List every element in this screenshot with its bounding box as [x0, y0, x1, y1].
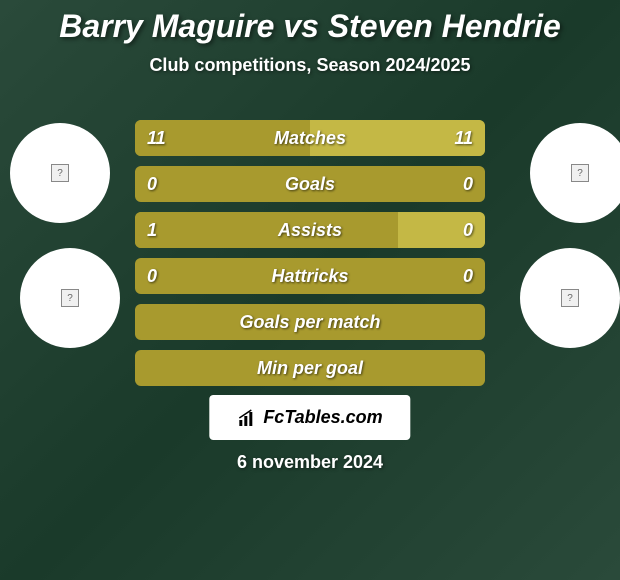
stat-row: 0Goals0: [135, 166, 485, 202]
placeholder-image-icon: ?: [571, 164, 589, 182]
stat-value-right: 11: [454, 128, 473, 149]
stat-label: Assists: [135, 220, 485, 241]
stat-value-right: 0: [463, 174, 473, 195]
stat-label: Matches: [135, 128, 485, 149]
stat-label: Hattricks: [135, 266, 485, 287]
stat-row: 0Hattricks0: [135, 258, 485, 294]
stat-row: Min per goal: [135, 350, 485, 386]
stat-label: Goals: [135, 174, 485, 195]
stat-row: 1Assists0: [135, 212, 485, 248]
stat-value-right: 0: [463, 220, 473, 241]
stat-label: Min per goal: [135, 358, 485, 379]
footer-site: FcTables.com: [263, 407, 382, 428]
footer-badge: FcTables.com: [209, 395, 410, 440]
placeholder-image-icon: ?: [51, 164, 69, 182]
page-title: Barry Maguire vs Steven Hendrie: [0, 0, 620, 45]
placeholder-image-icon: ?: [561, 289, 579, 307]
player-avatar-right-bottom: ?: [520, 248, 620, 348]
chart-icon: [237, 408, 257, 428]
footer-date: 6 november 2024: [0, 452, 620, 473]
player-avatar-left-top: ?: [10, 123, 110, 223]
placeholder-image-icon: ?: [61, 289, 79, 307]
subtitle: Club competitions, Season 2024/2025: [0, 55, 620, 76]
stats-container: 11Matches110Goals01Assists00Hattricks0Go…: [135, 120, 485, 396]
stat-value-right: 0: [463, 266, 473, 287]
player-avatar-right-top: ?: [530, 123, 620, 223]
stat-row: Goals per match: [135, 304, 485, 340]
player-avatar-left-bottom: ?: [20, 248, 120, 348]
stat-row: 11Matches11: [135, 120, 485, 156]
stat-label: Goals per match: [135, 312, 485, 333]
